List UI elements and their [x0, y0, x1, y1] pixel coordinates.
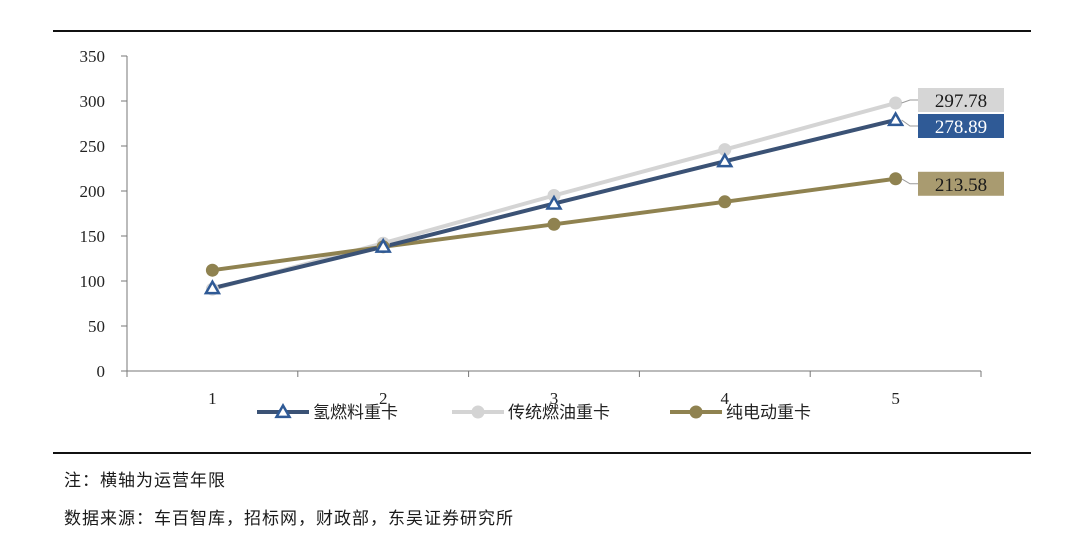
data-point: [889, 96, 903, 110]
y-tick-label: 300: [80, 92, 106, 111]
data-point: [374, 237, 392, 253]
callout-leader: [901, 99, 918, 104]
x-tick-label: 3: [550, 389, 559, 408]
callout-label: 213.58: [935, 175, 987, 196]
data-point: [545, 194, 563, 210]
data-point: [718, 195, 732, 209]
callout-box: [918, 113, 1004, 138]
legend-label: 纯电动重卡: [726, 403, 811, 423]
callout-box: [918, 87, 1004, 112]
legend-marker: [471, 405, 485, 419]
data-point: [886, 110, 905, 127]
callout-label: 278.89: [935, 117, 987, 138]
x-tick-label: 5: [891, 389, 900, 408]
y-tick-label: 100: [80, 272, 106, 291]
top-rule: [53, 30, 1031, 32]
bottom-rule: [53, 452, 1031, 454]
y-tick-label: 250: [80, 137, 106, 156]
x-tick-label: 4: [721, 389, 730, 408]
y-tick-label: 350: [80, 47, 106, 66]
data-point: [716, 152, 734, 168]
y-tick-label: 150: [80, 227, 106, 246]
line-chart: 0 50 100 150 200 250 300 350 1 2 3 4 5 278.89 297.78 21…: [80, 47, 1004, 423]
callout-leader: [901, 178, 918, 185]
data-point: [889, 172, 903, 186]
callout-label: 297.78: [935, 91, 987, 112]
callout-box: [918, 171, 1004, 196]
source-note: 数据来源：车百智库，招标网，财政部，东吴证券研究所: [64, 509, 514, 529]
data-point: [547, 217, 561, 231]
y-tick-label: 50: [88, 317, 105, 336]
y-tick-label: 0: [97, 362, 106, 381]
callout-leader: [901, 119, 918, 127]
data-point: [203, 279, 222, 295]
legend-marker: [274, 402, 292, 419]
axis-note: 注：横轴为运营年限: [64, 471, 226, 491]
x-tick-label: 1: [208, 389, 217, 408]
legend-marker: [689, 405, 703, 419]
y-tick-label: 200: [80, 182, 106, 201]
x-tick-label: 2: [379, 389, 388, 408]
data-point: [205, 263, 219, 277]
legend-label: 传统燃油重卡: [508, 403, 610, 423]
legend-label: 氢燃料重卡: [313, 403, 398, 423]
